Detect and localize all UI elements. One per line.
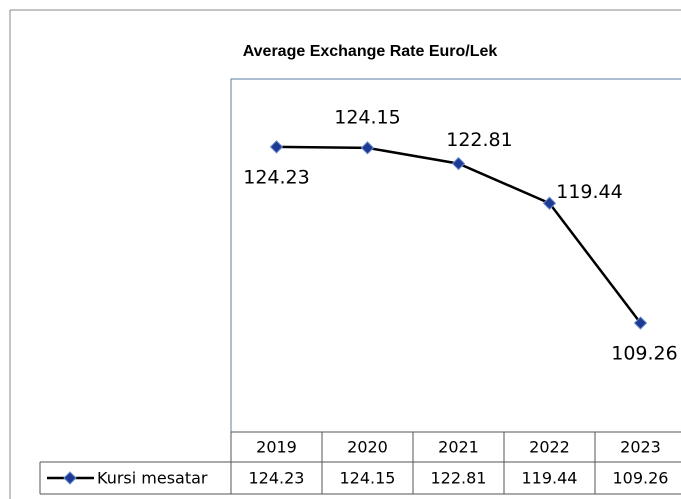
category-label: 2019 <box>256 438 297 457</box>
category-label: 2021 <box>438 438 479 457</box>
marker <box>360 141 375 155</box>
data-label: 122.81 <box>446 129 512 151</box>
table-value: 109.26 <box>613 469 669 488</box>
marker <box>633 316 648 330</box>
data-label: 109.26 <box>611 343 677 365</box>
data-label: 124.15 <box>334 106 400 128</box>
marker <box>451 156 466 171</box>
legend-label: Kursi mesatar <box>97 469 208 488</box>
data-label: 119.44 <box>556 181 622 203</box>
chart-title: Average Exchange Rate Euro/Lek <box>243 43 498 60</box>
category-label: 2023 <box>620 438 661 457</box>
category-label: 2022 <box>529 438 570 457</box>
marker <box>542 196 557 210</box>
table-value: 122.81 <box>431 469 487 488</box>
table-value: 124.15 <box>340 469 396 488</box>
category-label: 2020 <box>347 438 388 457</box>
table-value: 119.44 <box>522 469 578 488</box>
legend-marker <box>63 471 77 485</box>
table-value: 124.23 <box>249 469 305 488</box>
marker <box>269 140 284 154</box>
series-line <box>276 145 642 324</box>
data-label: 124.23 <box>243 166 309 188</box>
